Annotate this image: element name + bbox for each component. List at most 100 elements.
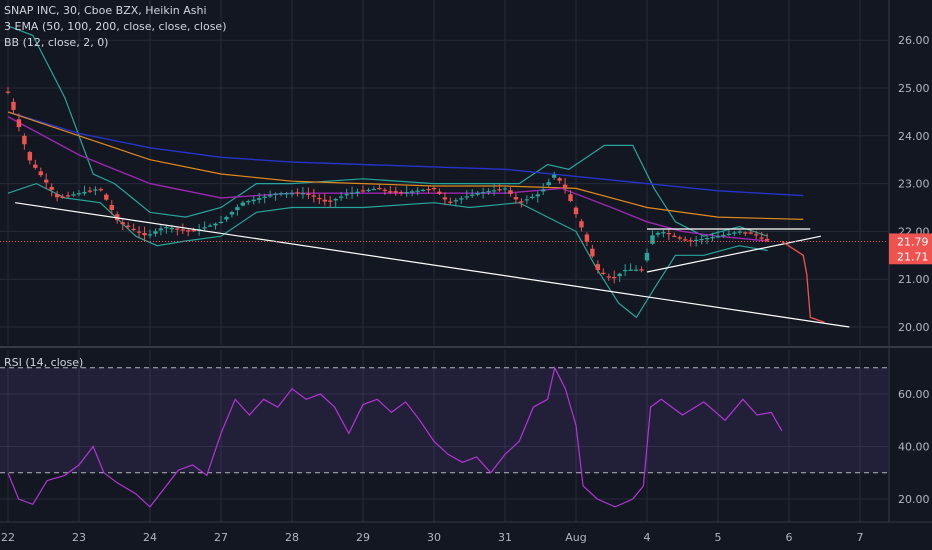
candle-body: [65, 195, 71, 197]
candle-body: [87, 190, 93, 192]
candle-body: [601, 272, 606, 274]
candle-body: [328, 200, 333, 202]
candle-body: [267, 195, 273, 197]
candle-body: [120, 222, 125, 225]
candle-body: [519, 201, 524, 203]
candle-body: [535, 194, 540, 197]
time-tick-label: 31: [498, 531, 512, 544]
candle-body: [639, 269, 644, 271]
price-badges: 21.79 21.71: [889, 233, 932, 265]
candle-body: [475, 192, 480, 195]
candle-body: [497, 189, 502, 191]
candle-body: [257, 198, 262, 200]
price-axis[interactable]: 26.0025.0024.0023.0022.0021.0020.0060.00…: [898, 34, 930, 506]
candle-body: [213, 223, 218, 226]
candle-body: [579, 221, 584, 228]
candle-body: [764, 238, 770, 241]
candle-body: [104, 194, 109, 200]
candle-body: [393, 191, 398, 193]
candle-body: [732, 232, 737, 234]
candle-body: [759, 237, 764, 239]
price-badge-bg: [889, 233, 932, 250]
candle-body: [300, 193, 306, 195]
time-tick-label: 30: [427, 531, 441, 544]
candle-body: [606, 276, 611, 278]
candle-body: [158, 228, 164, 231]
candle-body: [44, 179, 49, 183]
candle-body: [584, 234, 590, 242]
candle-body: [317, 197, 322, 200]
symbol-legend[interactable]: SNAP INC, 30, Cboe BZX, Heikin Ashi: [4, 4, 207, 17]
rsi-tick-label: 20.00: [898, 493, 930, 506]
rsi-tick-label: 60.00: [898, 388, 930, 401]
time-tick-label: 4: [644, 531, 651, 544]
ema-50-line: [7, 116, 768, 242]
candle-body: [404, 192, 409, 194]
candle-body: [169, 227, 175, 230]
candle-body: [38, 171, 43, 176]
candle-body: [491, 190, 497, 192]
rsi-pane: [0, 366, 888, 508]
candles: [5, 87, 770, 284]
candle-body: [721, 234, 726, 237]
ema-legend[interactable]: 3 EMA (50, 100, 200, close, close, close…: [4, 20, 227, 33]
candle-body: [562, 184, 568, 189]
candle-body: [207, 225, 213, 227]
candle-body: [246, 201, 251, 203]
candle-body: [349, 192, 355, 194]
candle-body: [399, 192, 404, 194]
candle-body: [409, 191, 415, 193]
candle-body: [644, 252, 650, 261]
bollinger-bands: [7, 25, 768, 319]
rsi-tick-label: 40.00: [898, 441, 930, 454]
price-badge-label: 21.79: [897, 235, 929, 248]
candle-body: [142, 232, 147, 236]
price-tick-label: 21.00: [898, 273, 930, 286]
candle-body: [22, 135, 27, 145]
rsi-legend[interactable]: RSI (14, close): [4, 356, 84, 369]
candle-body: [33, 164, 38, 168]
price-badge-label: 21.71: [897, 250, 929, 263]
candle-body: [448, 201, 453, 203]
candle-body: [338, 196, 344, 198]
candle-body: [715, 236, 721, 238]
projection-path: [781, 240, 825, 323]
candle-body: [672, 235, 677, 237]
bb-legend[interactable]: BB (12, close, 2, 0): [4, 36, 109, 49]
ema-100-line: [7, 111, 804, 220]
candle-body: [442, 197, 448, 200]
candle-body: [27, 152, 33, 161]
candle-body: [284, 193, 289, 195]
candle-body: [710, 237, 715, 239]
time-tick-label: 6: [786, 531, 793, 544]
candle-body: [699, 238, 704, 241]
candle-body: [437, 191, 442, 194]
bb-lower-line: [7, 182, 768, 319]
candle-body: [175, 228, 180, 230]
time-tick-label: 5: [715, 531, 722, 544]
candle-body: [595, 264, 601, 271]
candle-body: [426, 189, 431, 191]
candle-body: [191, 230, 196, 232]
candle-body: [131, 228, 136, 231]
candle-body: [420, 189, 426, 192]
candle-body: [136, 231, 142, 233]
candle-body: [622, 270, 628, 272]
candle-body: [650, 235, 655, 244]
candle-body: [71, 194, 76, 196]
candle-body: [93, 189, 98, 191]
time-axis[interactable]: 22 23 24 27 28 29 30 31 Aug 4 5 6 7: [1, 531, 864, 544]
candle-body: [82, 191, 87, 194]
candle-body: [54, 194, 60, 198]
candle-body: [262, 196, 267, 198]
triangle-bottom: [646, 235, 822, 273]
candle-body: [355, 191, 360, 194]
candle-body: [683, 239, 688, 241]
rsi-line: [7, 366, 783, 508]
trendlines: [0, 202, 888, 328]
candle-body: [388, 191, 393, 193]
candle-body: [240, 202, 246, 206]
time-tick-label: 29: [356, 531, 370, 544]
price-tick-label: 26.00: [898, 34, 930, 47]
